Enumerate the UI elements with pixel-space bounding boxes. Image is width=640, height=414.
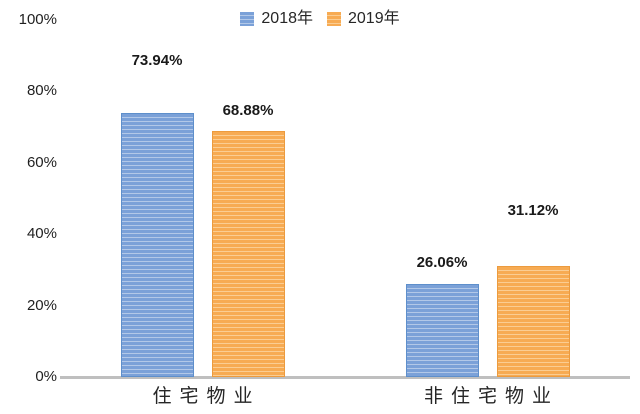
data-label: 31.12% bbox=[507, 201, 559, 219]
y-axis-tick-label: 20% bbox=[26, 296, 57, 314]
legend-item: 2018年 bbox=[240, 10, 313, 28]
chart-legend: 2018年 2019年 bbox=[0, 8, 640, 30]
legend-swatch-icon bbox=[240, 12, 255, 26]
y-axis-tick-label: 60% bbox=[26, 153, 57, 171]
bar bbox=[120, 113, 194, 377]
bar bbox=[496, 265, 570, 377]
bar bbox=[405, 283, 479, 377]
data-label: 68.88% bbox=[222, 102, 274, 120]
y-axis-tick-label: 0% bbox=[35, 368, 57, 385]
category-label: 非住宅物业 bbox=[423, 386, 559, 407]
legend-swatch-icon bbox=[327, 12, 341, 26]
y-axis-tick-label: 100% bbox=[18, 11, 57, 28]
data-label: 73.94% bbox=[131, 52, 183, 70]
data-label: 26.06% bbox=[416, 253, 468, 271]
x-axis-line bbox=[60, 376, 630, 379]
y-axis-tick-label: 40% bbox=[26, 225, 57, 243]
legend-label: 2019年 bbox=[348, 10, 400, 27]
legend-label: 2018年 bbox=[261, 10, 313, 27]
bar bbox=[211, 131, 285, 377]
y-axis-tick-label: 80% bbox=[26, 82, 57, 100]
legend-item: 2019年 bbox=[327, 10, 400, 28]
category-label: 住宅物业 bbox=[152, 386, 261, 407]
